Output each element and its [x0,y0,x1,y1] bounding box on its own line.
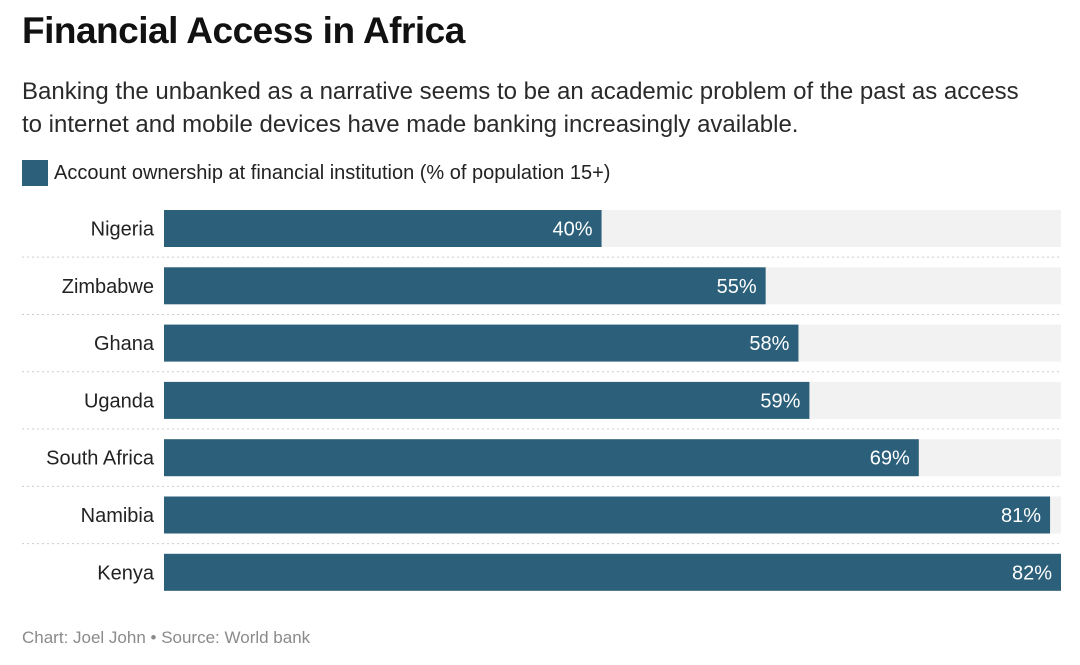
bar [164,381,810,419]
value-label: 69% [870,448,910,470]
bar [164,496,1051,534]
bar-chart: Nigeria 40% Zimbabwe 55% Ghana 58% Uganda 59% So… [0,200,1080,610]
legend-label: Account ownership at financial instituti… [54,161,611,184]
category-label: South Africa [46,448,155,470]
value-label: 58% [749,333,789,355]
legend-swatch [22,160,48,186]
chart-subtitle: Banking the unbanked as a narrative seem… [22,78,1019,138]
bar [164,439,919,477]
bar [164,210,602,247]
category-label: Nigeria [91,219,155,241]
value-label: 81% [1001,505,1041,527]
value-label: 82% [1012,562,1052,584]
bar [164,324,799,362]
value-label: 59% [760,390,800,412]
category-label: Namibia [81,505,155,527]
category-label: Uganda [84,390,155,412]
category-label: Kenya [97,562,155,584]
bar [164,553,1061,591]
category-label: Ghana [94,333,155,355]
value-label: 40% [553,219,593,241]
chart-credit: Chart: Joel John • Source: World bank [22,628,311,647]
chart-title: Financial Access in Africa [22,10,465,51]
category-label: Zimbabwe [62,276,154,298]
legend: Account ownership at financial instituti… [22,160,610,186]
value-label: 55% [717,276,757,298]
bar [164,267,766,305]
bar-chart-svg: Nigeria 40% Zimbabwe 55% Ghana 58% Uganda 59% So… [22,210,1061,591]
